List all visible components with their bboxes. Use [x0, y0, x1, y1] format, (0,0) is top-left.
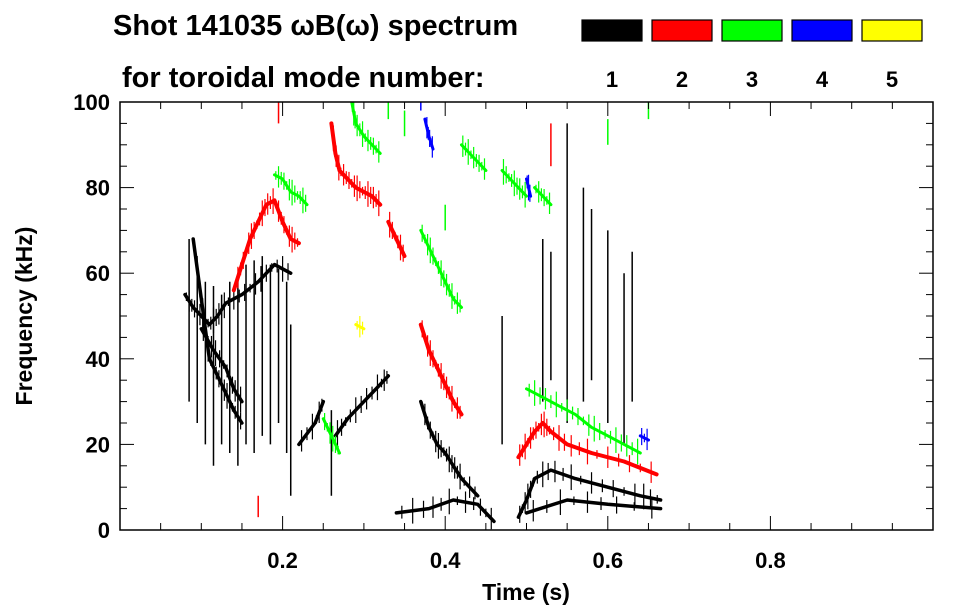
series-4 — [420, 102, 650, 451]
series-2-trace — [231, 198, 301, 293]
y-tick-label: 60 — [86, 261, 110, 286]
series-3-trace — [533, 186, 553, 207]
series-3-trace — [321, 417, 341, 455]
series-1 — [183, 123, 663, 530]
legend: 1 2 3 4 5 — [581, 19, 923, 92]
series-1-trace — [333, 374, 391, 438]
legend-label-5: 5 — [886, 67, 898, 92]
series-4-trace — [423, 117, 435, 151]
series-1-trace — [191, 237, 244, 425]
y-tick-label: 0 — [98, 518, 110, 543]
series-3 — [273, 102, 650, 465]
series-3-trace — [350, 102, 382, 155]
legend-swatch-4 — [791, 19, 853, 42]
y-tick-label: 100 — [73, 90, 110, 115]
series-2-trace — [516, 421, 659, 477]
axis-tick-labels: 0.2 0.4 0.6 0.8 0 20 40 60 80 100 — [73, 90, 785, 573]
legend-swatch-2 — [651, 19, 713, 42]
legend-swatch-3 — [721, 19, 783, 42]
series-1-trace — [419, 399, 480, 498]
series-3-trace — [273, 173, 309, 207]
legend-label-3: 3 — [746, 67, 758, 92]
y-tick-label: 80 — [86, 176, 110, 201]
x-tick-label: 0.4 — [430, 548, 461, 573]
data-layer — [183, 102, 663, 530]
chart-subtitle: for toroidal mode number: — [122, 62, 485, 94]
x-tick-label: 0.8 — [755, 548, 786, 573]
legend-swatch-5 — [861, 19, 923, 42]
series-1-trace — [394, 498, 496, 524]
series-1-trace — [297, 399, 326, 447]
series-5 — [354, 316, 366, 338]
legend-label-4: 4 — [816, 67, 829, 92]
x-axis-label: Time (s) — [482, 579, 570, 605]
series-1-trace — [199, 327, 244, 404]
series-2 — [231, 102, 659, 518]
y-axis-label: Frequency (kHz) — [11, 227, 37, 406]
legend-label-1: 1 — [606, 67, 618, 92]
y-tick-label: 40 — [86, 347, 110, 372]
plot-frame — [119, 101, 934, 531]
x-tick-label: 0.2 — [267, 548, 298, 573]
chart-title: Shot 141035 ωB(ω) spectrum — [113, 10, 518, 42]
x-tick-label: 0.6 — [593, 548, 624, 573]
axis-ticks — [119, 101, 934, 531]
legend-label-2: 2 — [676, 67, 688, 92]
y-tick-label: 20 — [86, 432, 110, 457]
legend-swatch-1 — [581, 19, 643, 42]
series-2-trace — [386, 219, 407, 259]
